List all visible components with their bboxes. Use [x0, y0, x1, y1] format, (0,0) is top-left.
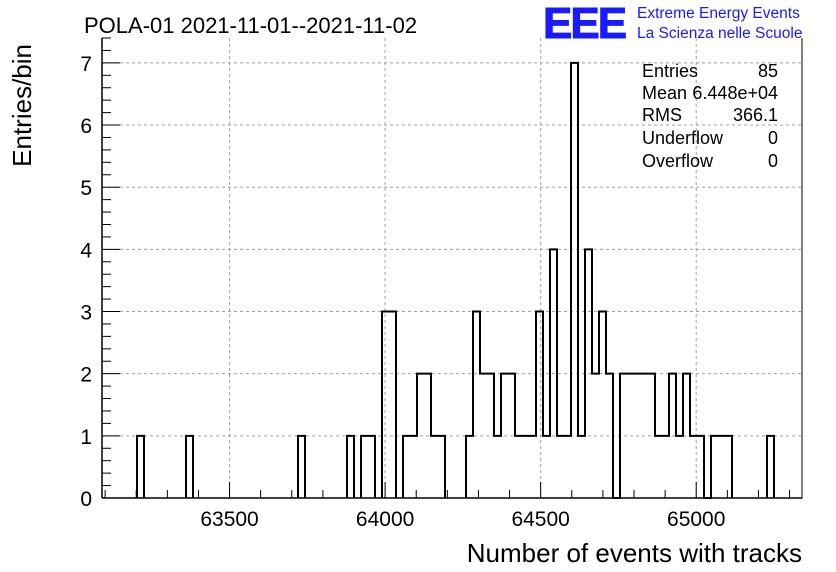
- stat-overflow-value: 0: [768, 151, 778, 171]
- y-tick-label: 7: [80, 53, 92, 76]
- y-axis: 0 1 2 3 4 5 6 7: [80, 37, 120, 511]
- stat-entries-label: Entries: [642, 61, 698, 81]
- histogram-outline: [136, 61, 775, 499]
- x-axis: 63500 64000 64500 65000: [104, 482, 791, 531]
- y-tick-label: 5: [80, 177, 92, 200]
- stat-rms-value: 366.1: [733, 105, 778, 125]
- stat-mean-value: 6.448e+04: [692, 83, 778, 103]
- eee-logo-mark: EEE: [543, 0, 626, 48]
- x-tick-label: 65000: [667, 508, 725, 531]
- x-tick-label: 63500: [200, 508, 258, 531]
- stat-underflow-value: 0: [768, 128, 778, 148]
- y-tick-label: 0: [80, 488, 92, 511]
- eee-logo-line2: La Scienza nelle Scuole: [637, 25, 802, 42]
- x-tick-label: 64500: [511, 508, 569, 531]
- eee-logo-line1: Extreme Energy Events: [637, 5, 800, 22]
- chart-title: POLA-01 2021-11-01--2021-11-02: [84, 13, 417, 38]
- stats-box: Entries 85 Mean 6.448e+04 RMS 366.1 Unde…: [642, 61, 778, 171]
- stat-mean-label: Mean: [642, 83, 687, 103]
- stat-overflow-label: Overflow: [642, 151, 714, 171]
- eee-logo: EEE Extreme Energy Events La Scienza nel…: [543, 0, 803, 49]
- stat-rms-label: RMS: [642, 105, 682, 125]
- y-axis-title: Entries/bin: [7, 44, 37, 167]
- y-tick-label: 2: [80, 364, 92, 387]
- y-tick-label: 3: [80, 302, 92, 325]
- stat-underflow-label: Underflow: [642, 128, 724, 148]
- plot-frame: [101, 38, 803, 499]
- x-tick-label: 64000: [356, 508, 414, 531]
- x-axis-title: Number of events with tracks: [467, 538, 802, 568]
- stat-entries-value: 85: [758, 61, 778, 81]
- y-tick-label: 1: [80, 426, 92, 449]
- y-tick-label: 6: [80, 115, 92, 138]
- grid: [102, 38, 802, 498]
- y-tick-label: 4: [80, 239, 92, 262]
